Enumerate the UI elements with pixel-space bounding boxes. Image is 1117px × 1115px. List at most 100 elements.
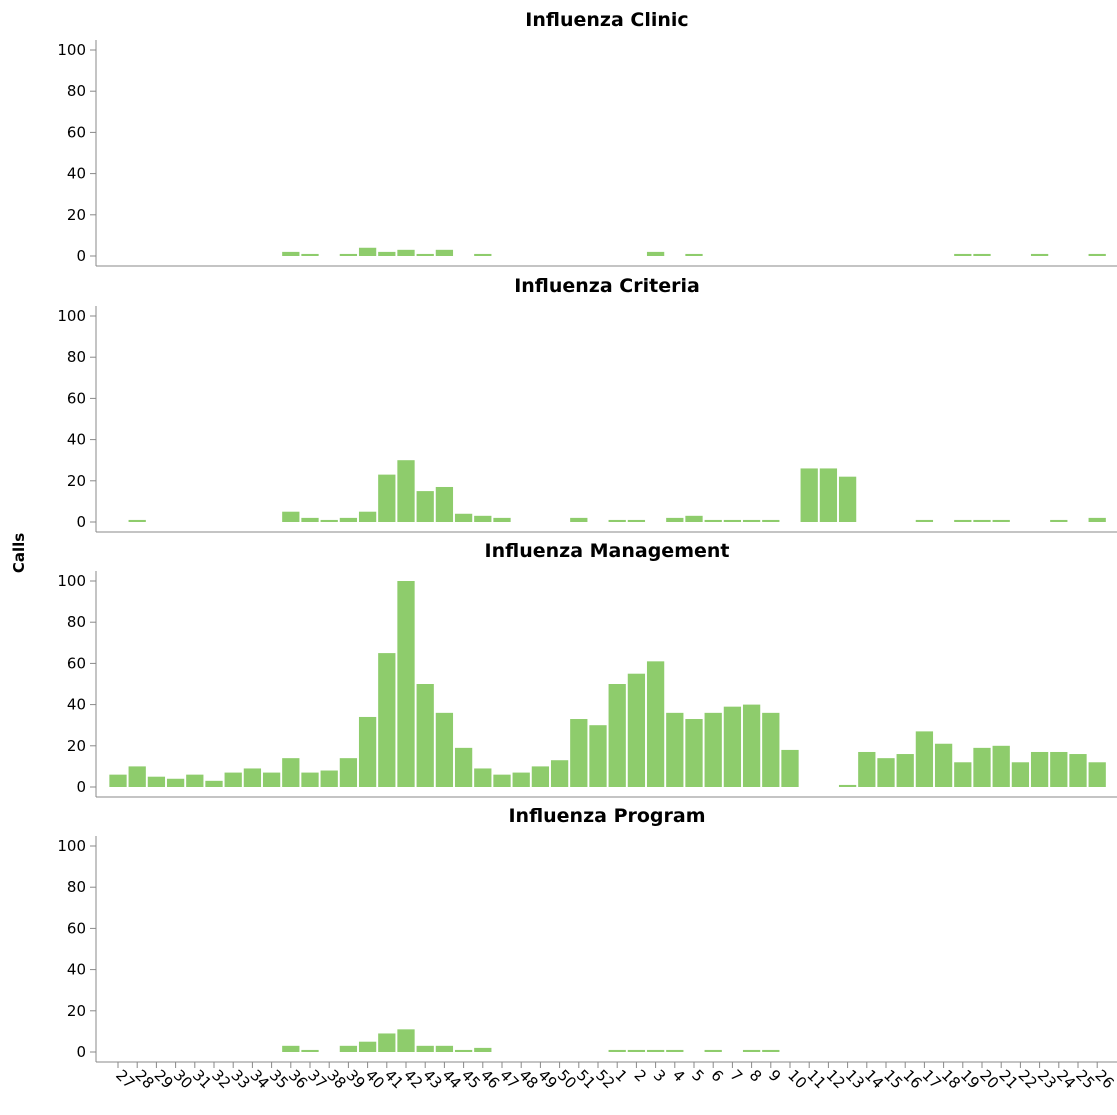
bar [493,517,511,522]
bar [378,251,396,256]
bar [339,517,358,522]
y-tick-label: 60 [67,389,86,407]
x-tick-label: 9 [765,1066,784,1085]
bar [205,780,223,787]
bar [109,774,127,787]
bar [915,519,934,522]
x-tick-label: 26 [1091,1066,1117,1092]
bar [570,719,588,787]
y-tick-label: 20 [67,472,86,490]
bar [454,747,473,787]
bar [666,517,684,522]
bar [915,731,934,787]
bar [973,253,991,256]
bar [416,491,434,522]
bar [397,249,415,256]
y-tick-label: 20 [67,737,86,755]
bar [896,754,914,787]
bar [1069,754,1087,787]
y-axis-label: Calls [10,533,28,573]
bar [358,1041,377,1052]
x-tick-label: 6 [707,1066,726,1085]
x-tick-label: 7 [727,1066,746,1085]
bar [589,725,607,787]
bar [1011,762,1030,787]
bar [723,519,742,522]
bar [339,1045,358,1052]
bar [358,247,377,256]
bar [166,778,185,787]
bar [128,766,146,787]
bar [531,766,550,787]
bar [819,468,838,522]
bar [435,1045,454,1052]
bar [301,772,319,787]
bar [608,1049,626,1052]
y-tick-label: 80 [67,348,86,366]
bar [435,249,454,256]
bar [474,253,492,256]
bar [646,1049,665,1052]
y-tick-label: 0 [76,778,86,796]
bar [627,519,646,522]
bar [704,712,722,787]
bar [762,1049,780,1052]
bar [627,673,646,787]
bar [282,511,300,522]
bar [742,1049,761,1052]
bar [1088,253,1106,256]
bar [973,519,991,522]
y-tick-label: 100 [57,307,86,325]
bar [454,513,473,522]
bar [646,661,665,787]
bar [186,774,204,787]
bar [550,760,569,787]
bar [608,519,626,522]
bar [742,519,761,522]
bar [1088,762,1106,787]
y-tick-label: 40 [67,696,86,714]
bar [723,706,742,787]
bar [378,653,396,787]
x-tick-label: 8 [746,1066,765,1085]
bar [781,749,799,787]
bar [685,253,703,256]
bar [320,519,338,522]
x-tick-label: 5 [688,1066,707,1085]
bar [877,758,895,787]
y-tick-label: 100 [57,837,86,855]
bar [454,1049,473,1052]
y-tick-label: 0 [76,247,86,265]
y-tick-label: 40 [67,961,86,979]
bar [397,460,415,522]
bar [282,1045,300,1052]
y-tick-label: 100 [57,572,86,590]
bar [493,774,511,787]
bar [416,1045,434,1052]
bar [954,253,972,256]
bar [704,1049,722,1052]
bar [570,517,588,522]
bar [262,772,281,787]
bar [416,253,434,256]
bar [282,758,300,787]
bar [666,1049,684,1052]
bar [282,251,300,256]
bar [646,251,665,256]
bar [992,519,1010,522]
x-tick-label: 4 [669,1066,688,1085]
y-tick-label: 20 [67,206,86,224]
bar [742,704,761,787]
x-tick-label: 2 [631,1066,650,1085]
bar [378,474,396,522]
chart-title: Influenza Criteria [514,275,700,297]
bar [147,776,166,787]
bar [474,515,492,522]
bar [838,784,857,787]
bar [224,772,242,787]
bar [762,712,780,787]
bar [435,712,454,787]
y-tick-label: 60 [67,654,86,672]
bar [954,519,972,522]
